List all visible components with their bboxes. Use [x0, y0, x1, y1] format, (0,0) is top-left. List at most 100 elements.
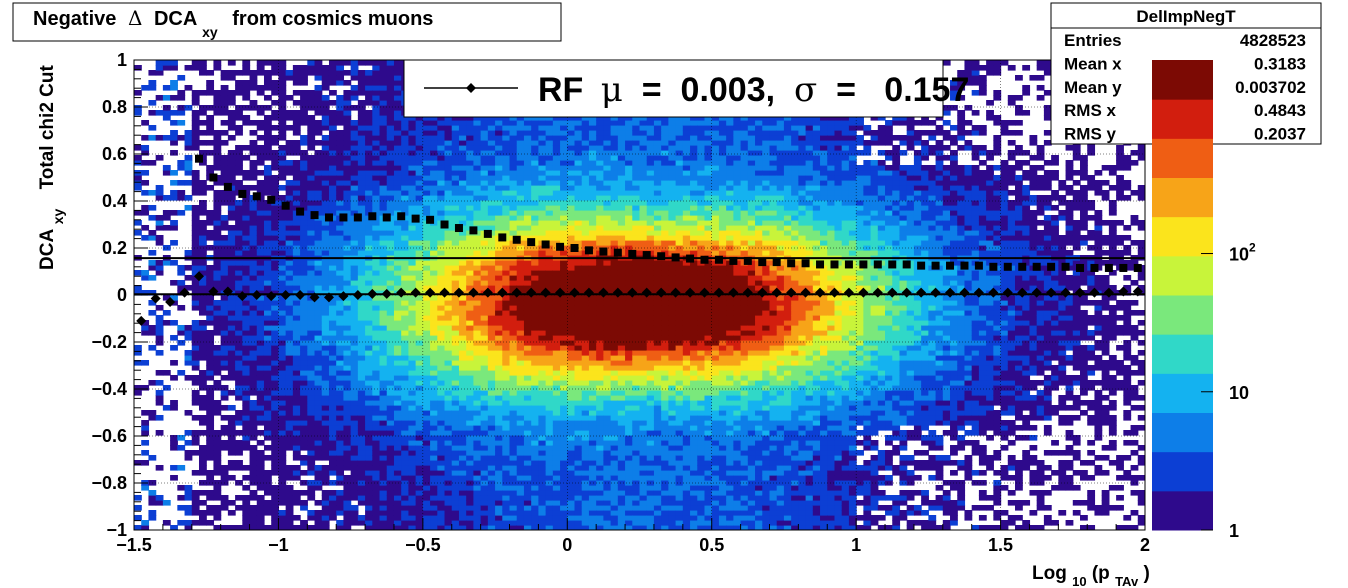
- color-step: [1152, 99, 1213, 139]
- mean-point: [208, 286, 219, 297]
- stats-label: Mean y: [1064, 78, 1122, 97]
- stats-label: Mean x: [1064, 54, 1122, 73]
- sigma-point: [426, 215, 435, 224]
- sigma-point: [397, 212, 406, 221]
- mean-point: [222, 286, 233, 297]
- mean-point: [973, 287, 984, 298]
- mean-point: [757, 287, 768, 298]
- mean-point: [945, 287, 956, 298]
- mean-point: [396, 287, 407, 298]
- sigma-point: [1133, 263, 1142, 272]
- sigma-point: [454, 224, 463, 233]
- sigma-point: [671, 253, 680, 262]
- stats-label: Entries: [1064, 31, 1122, 50]
- mean-point: [323, 292, 334, 303]
- mean-point: [858, 287, 869, 298]
- title-suffix: from cosmics muons: [232, 8, 433, 30]
- mean-point: [728, 287, 739, 298]
- sigma-point: [1104, 263, 1113, 272]
- y-tick-label: −0.4: [91, 379, 127, 399]
- x-title-sub2: TAv: [1115, 574, 1139, 588]
- mean-point: [251, 290, 262, 300]
- y-tick-label: −1: [106, 520, 127, 540]
- x-tick-label: −1.5: [116, 535, 152, 555]
- sigma-point: [960, 261, 969, 270]
- sigma-point: [931, 261, 940, 270]
- y-tick-label: 0.8: [102, 97, 127, 117]
- sigma-point: [194, 154, 203, 163]
- sigma-point: [844, 260, 853, 269]
- legend-diamond-marker: [466, 83, 476, 93]
- mean-point: [670, 287, 681, 298]
- x-tick-label: 0: [562, 535, 572, 555]
- y-title-sub: xy: [50, 208, 66, 224]
- sigma-point: [1003, 262, 1012, 271]
- mean-point: [627, 287, 638, 298]
- sigma-point: [1076, 263, 1085, 272]
- y-tick-label: −0.6: [91, 426, 127, 446]
- sigma-point: [801, 259, 810, 268]
- sigma-point: [902, 260, 911, 269]
- stats-value: 0.3183: [1254, 54, 1306, 73]
- sigma-point: [787, 259, 796, 268]
- mean-point: [410, 287, 421, 298]
- mean-point: [309, 292, 320, 303]
- color-tick-label: 102: [1229, 241, 1256, 265]
- mean-point: [1132, 286, 1143, 297]
- color-step: [1152, 490, 1213, 531]
- x-title-sub1: 10: [1072, 574, 1086, 588]
- mean-point: [786, 287, 797, 298]
- mean-point: [1103, 287, 1114, 298]
- legend-mu: μ: [601, 70, 623, 110]
- mean-point: [1075, 287, 1086, 298]
- stats-value: 4828523: [1240, 31, 1306, 50]
- sigma-point: [368, 212, 377, 221]
- sigma-point: [1061, 262, 1070, 271]
- color-step: [1152, 60, 1213, 100]
- mean-point: [699, 287, 710, 298]
- title-main: DCA: [154, 8, 197, 30]
- sigma-point: [556, 242, 565, 251]
- sigma-point: [613, 248, 622, 257]
- mean-point: [829, 287, 840, 298]
- axes: −1.5 −1 −0.5 0 0.5 1 1.5 2−1−0.8−0.6−0.4−0.200.…: [91, 50, 1150, 555]
- y-axis-title: DCA xy Total chi2 Cut: [37, 65, 68, 270]
- sigma-point: [974, 261, 983, 270]
- sigma-point: [209, 173, 218, 182]
- profile-markers: [136, 154, 1143, 326]
- mean-point: [1046, 287, 1057, 298]
- title-sub: xy: [202, 24, 218, 40]
- sigma-point: [570, 244, 579, 252]
- sigma-point: [714, 255, 723, 264]
- x-title-open: (p: [1092, 563, 1110, 584]
- sigma-point: [758, 258, 767, 267]
- mean-point: [988, 287, 999, 298]
- legend-eq1: = 0.003,: [632, 71, 784, 109]
- title-delta: Δ: [128, 6, 142, 30]
- mean-point: [497, 287, 508, 298]
- color-tick-label: 1: [1229, 521, 1239, 541]
- sigma-point: [310, 211, 319, 220]
- mean-point: [1060, 287, 1071, 298]
- mean-point: [641, 287, 652, 298]
- sigma-point: [743, 256, 752, 265]
- mean-point: [843, 287, 854, 298]
- mean-point: [511, 287, 522, 298]
- sigma-point: [252, 192, 261, 201]
- mean-point: [771, 287, 782, 298]
- sigma-point: [382, 213, 391, 222]
- mean-point: [1017, 287, 1028, 298]
- mean-point: [150, 293, 161, 304]
- color-step: [1152, 295, 1213, 335]
- x-tick-label: 1.5: [988, 535, 1013, 555]
- y-title-extra: Total chi2 Cut: [37, 65, 58, 190]
- mean-point: [742, 287, 753, 298]
- mean-point: [872, 287, 883, 298]
- color-tick-label: 10: [1229, 383, 1249, 403]
- y-tick-label: 0.6: [102, 144, 127, 164]
- x-tick-label: 2: [1140, 535, 1150, 555]
- mean-point: [569, 287, 580, 298]
- title-box: Negative Δ DCA xy from cosmics muons: [12, 2, 562, 42]
- sigma-point: [657, 252, 666, 261]
- sigma-point: [483, 229, 492, 238]
